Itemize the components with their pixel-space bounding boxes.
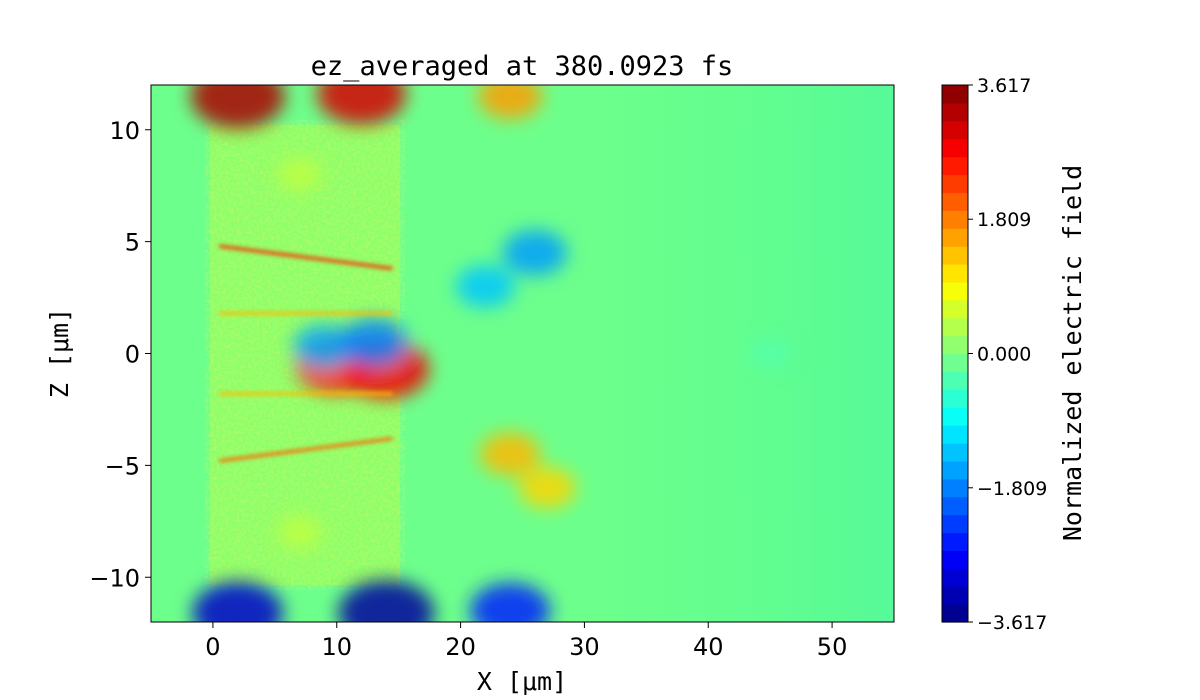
colorbar-band	[942, 478, 968, 498]
colorbar-ticks: 3.617 1.809 0.000 −1.809 −3.617	[968, 75, 1047, 634]
colorbar-tick-label: 3.617	[977, 75, 1031, 97]
colorbar-band	[942, 514, 968, 534]
x-tick-label: 40	[693, 633, 724, 661]
x-axis-ticks: 0 10 20 30 40 50	[205, 622, 847, 661]
colorbar-band	[942, 192, 968, 211]
y-tick-label: −5	[105, 452, 140, 480]
colorbar-band	[942, 407, 968, 426]
colorbar-band	[942, 353, 968, 372]
colorbar-band	[942, 281, 968, 301]
x-axis-label: X [μm]	[477, 667, 567, 696]
chart-title: ez_averaged at 380.0923 fs	[311, 51, 734, 82]
colorbar-band	[942, 246, 968, 265]
field-streak	[218, 437, 393, 463]
field-feature	[338, 580, 435, 622]
colorbar-band	[942, 317, 968, 337]
y-tick-label: 10	[109, 117, 140, 145]
y-tick-label: −10	[89, 564, 140, 592]
colorbar-band	[942, 264, 968, 283]
x-tick-label: 0	[205, 633, 220, 661]
colorbar-band	[942, 335, 968, 355]
colorbar-band	[942, 460, 968, 480]
colorbar-band	[942, 532, 968, 551]
field-feature	[316, 85, 407, 125]
colorbar-band	[942, 425, 968, 444]
colorbar-band	[942, 85, 968, 104]
colorbar	[941, 84, 969, 623]
field-feature	[502, 229, 568, 276]
colorbar-band	[942, 586, 968, 605]
colorbar-band	[942, 102, 968, 122]
y-tick-label: 5	[125, 229, 140, 257]
colorbar-band	[942, 210, 968, 229]
colorbar-band	[942, 120, 968, 140]
y-axis-ticks: −10 −5 0 5 10	[89, 117, 151, 592]
colorbar-band	[942, 389, 968, 408]
y-tick-label: 0	[125, 341, 140, 369]
field-feature	[339, 318, 408, 367]
colorbar-tick-label: 0.000	[977, 344, 1031, 366]
colorbar-band	[942, 496, 968, 516]
colorbar-band	[942, 174, 968, 193]
field-feature	[190, 85, 285, 129]
field-feature	[277, 516, 322, 549]
field-feature	[192, 581, 284, 622]
colorbar-tick-label: 1.809	[977, 209, 1031, 231]
colorbar-tick-label: −1.809	[977, 478, 1047, 500]
field-blobs	[190, 85, 791, 622]
colorbar-band	[942, 371, 968, 390]
colorbar-band	[942, 443, 968, 462]
field-feature	[518, 467, 576, 509]
colorbar-band	[942, 550, 968, 569]
colorbar-band	[942, 228, 968, 247]
x-tick-label: 10	[321, 633, 352, 661]
colorbar-band	[942, 604, 968, 623]
field-right-tint	[580, 85, 894, 622]
field-feature	[479, 432, 541, 476]
colorbar-tick-label: −3.617	[977, 612, 1047, 634]
field-streak	[218, 244, 393, 270]
field-feature	[455, 265, 515, 308]
colorbar-band	[942, 156, 968, 176]
colorbar-band	[942, 138, 968, 158]
x-tick-label: 20	[445, 633, 476, 661]
colorbar-label: Normalized electric field	[1058, 165, 1087, 541]
field-feature	[277, 158, 322, 191]
x-tick-label: 30	[569, 633, 600, 661]
field-feature	[749, 337, 791, 370]
field-feature	[477, 85, 543, 120]
field-feature	[293, 324, 356, 370]
y-axis-label: Z [μm]	[45, 308, 74, 398]
colorbar-band	[942, 299, 968, 319]
field-feature	[470, 582, 551, 622]
x-tick-label: 50	[817, 633, 848, 661]
plot-area	[151, 85, 894, 622]
colorbar-band	[942, 568, 968, 587]
field-lines	[218, 244, 393, 463]
